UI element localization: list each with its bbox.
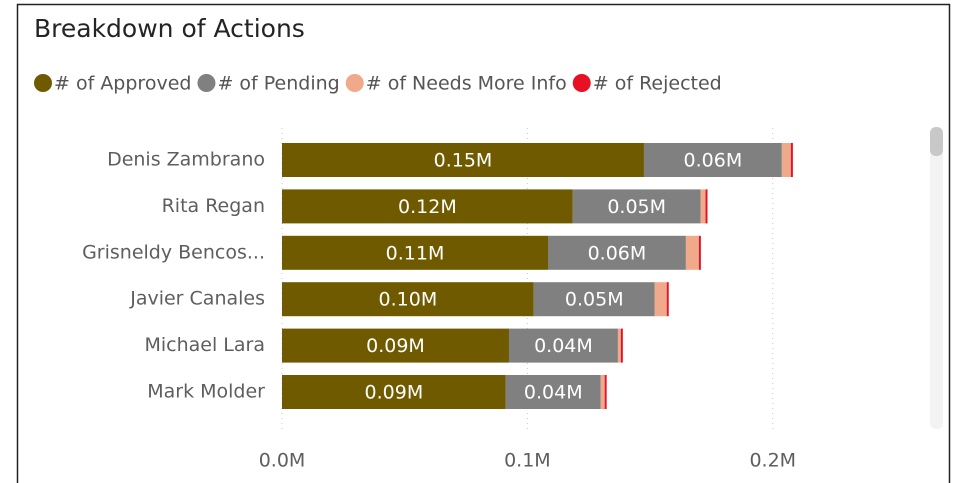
bar-segment: [643, 143, 782, 177]
x-tick-label: 0.0M: [259, 450, 306, 472]
bar-segment: [282, 282, 534, 317]
bar-segment: [654, 282, 667, 317]
bar-segment: [282, 328, 509, 363]
legend-marker: [572, 74, 591, 92]
bar-segment: [508, 328, 618, 363]
data-label: 0.05M: [565, 289, 624, 311]
data-label: 0.10M: [379, 289, 438, 311]
bar-segment: [572, 189, 701, 224]
y-tick-label: Denis Zambrano: [107, 149, 265, 171]
bar-segment: [705, 189, 708, 224]
data-label: 0.04M: [524, 382, 583, 404]
y-tick-label: Mark Molder: [147, 381, 265, 403]
y-tick-label: Grisneldy Bencos...: [82, 241, 265, 263]
bar-segment: [282, 235, 548, 270]
legend-label: # of Pending: [217, 73, 339, 95]
data-label: 0.06M: [588, 242, 647, 264]
bar-segment: [547, 235, 686, 270]
bar-segment: [620, 328, 623, 363]
chart-title: Breakdown of Actions: [34, 14, 305, 43]
bar-segment: [617, 328, 621, 363]
data-label: 0.09M: [365, 382, 424, 404]
data-label: 0.09M: [366, 335, 425, 357]
y-tick-label: Michael Lara: [145, 334, 266, 356]
bar-segment: [533, 282, 655, 317]
data-label: 0.06M: [684, 150, 743, 172]
bar-segment: [685, 235, 699, 270]
bar-segment: [505, 375, 601, 409]
y-tick-label: Rita Regan: [162, 195, 265, 217]
bar-segment: [700, 189, 706, 224]
legend-marker: [197, 74, 216, 92]
y-tick-label: Javier Canales: [129, 288, 265, 310]
legend-label: # of Needs More Info: [366, 73, 567, 95]
bar-segment: [666, 282, 669, 317]
x-tick-label: 0.1M: [504, 450, 551, 472]
bar-segment: [781, 143, 791, 177]
bar-segment: [600, 375, 605, 409]
data-label: 0.11M: [386, 242, 445, 264]
bar-segment: [282, 143, 644, 177]
bar-segment: [790, 143, 793, 177]
legend-marker: [345, 74, 364, 92]
scrollbar-track[interactable]: [930, 127, 943, 429]
data-label: 0.05M: [607, 196, 666, 218]
bar-segment: [282, 189, 573, 224]
bar-segment: [282, 375, 506, 409]
data-label: 0.15M: [434, 150, 493, 172]
scrollbar-thumb[interactable]: [930, 127, 943, 156]
legend-marker: [34, 74, 52, 92]
legend-label: # of Rejected: [593, 73, 722, 95]
bar-segment: [698, 235, 701, 270]
legend-label: # of Approved: [54, 73, 191, 95]
x-tick-label: 0.2M: [749, 450, 796, 472]
data-label: 0.04M: [534, 335, 593, 357]
data-label: 0.12M: [398, 196, 457, 218]
bar-segment: [604, 375, 607, 409]
